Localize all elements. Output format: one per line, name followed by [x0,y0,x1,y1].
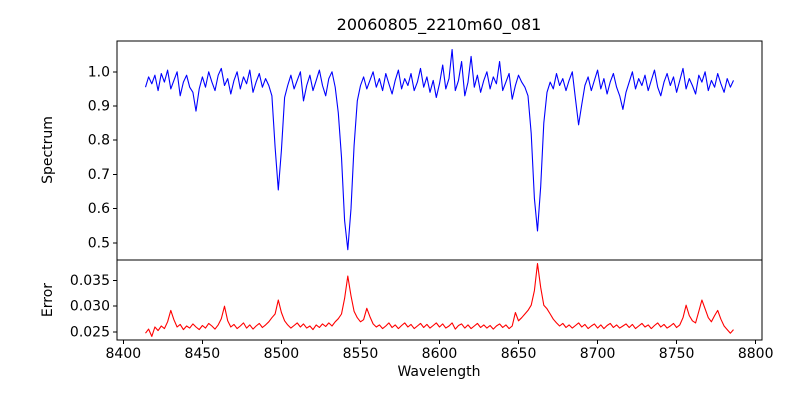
error-line [145,263,734,337]
svg-text:8400: 8400 [106,346,142,362]
svg-text:0.7: 0.7 [88,167,110,183]
svg-text:0.5: 0.5 [88,235,110,251]
svg-text:8650: 8650 [501,346,537,362]
svg-text:8700: 8700 [580,346,616,362]
svg-text:0.035: 0.035 [70,273,110,289]
svg-text:8750: 8750 [659,346,695,362]
svg-text:8550: 8550 [343,346,379,362]
error-yaxis-label: Error [40,283,56,317]
svg-text:0.6: 0.6 [88,201,110,217]
svg-text:0.9: 0.9 [88,99,110,115]
svg-text:8800: 8800 [738,346,774,362]
chart-title: 20060805_2210m60_081 [337,15,542,35]
svg-text:8450: 8450 [185,346,221,362]
svg-text:0.8: 0.8 [88,133,110,149]
svg-text:0.025: 0.025 [70,325,110,341]
svg-text:1.0: 1.0 [88,64,110,80]
svg-text:0.030: 0.030 [70,299,110,315]
svg-text:8600: 8600 [422,346,458,362]
spectrum-yaxis-label: Spectrum [40,116,56,184]
xaxis-label: Wavelength [397,364,480,380]
panel-error: 0.025 0.030 0.035 8400 8450 8500 8550 8600 8650 8… [70,259,774,362]
panel-spectrum: 0.5 0.6 0.7 0.8 0.9 1.0 [88,40,763,261]
svg-text:8500: 8500 [264,346,300,362]
spectrum-line [144,49,735,251]
